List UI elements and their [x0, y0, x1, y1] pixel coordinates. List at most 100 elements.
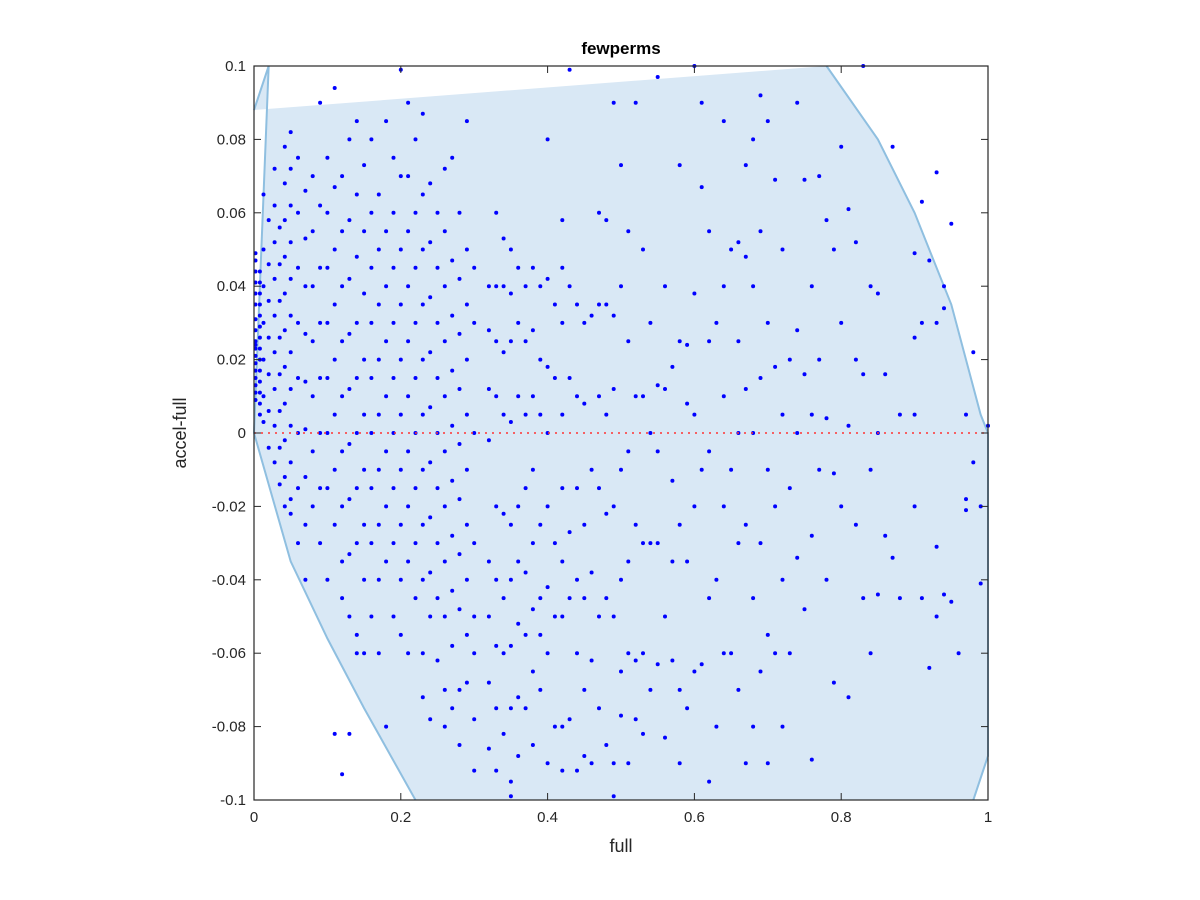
- data-point: [428, 614, 433, 619]
- data-point: [538, 632, 543, 637]
- data-point: [523, 412, 528, 417]
- x-tick-label: 1: [984, 809, 992, 826]
- data-point: [765, 761, 770, 766]
- data-point: [303, 284, 308, 289]
- data-point: [964, 497, 968, 502]
- data-point: [310, 504, 315, 509]
- data-point: [707, 779, 712, 784]
- data-point: [567, 376, 572, 380]
- data-point: [560, 320, 565, 325]
- data-point: [743, 387, 748, 391]
- data-point: [406, 504, 411, 509]
- data-point: [919, 596, 924, 601]
- data-point: [978, 581, 983, 586]
- data-point: [560, 486, 565, 491]
- data-point: [538, 596, 543, 601]
- data-point: [288, 313, 293, 318]
- data-point: [435, 320, 440, 325]
- data-point: [883, 372, 888, 377]
- data-point: [257, 313, 262, 318]
- data-point: [787, 486, 792, 491]
- data-point: [633, 522, 638, 527]
- data-point: [384, 394, 389, 399]
- data-point: [494, 504, 499, 509]
- data-point: [494, 643, 499, 648]
- data-point: [428, 570, 433, 575]
- data-point: [486, 614, 491, 619]
- data-point: [369, 486, 374, 491]
- data-point: [398, 247, 403, 252]
- data-point: [707, 339, 712, 344]
- data-point: [648, 541, 653, 546]
- y-tick-label: 0.06: [217, 205, 246, 222]
- data-point: [516, 621, 521, 626]
- data-point: [376, 412, 381, 417]
- data-point: [347, 731, 352, 736]
- data-point: [398, 632, 403, 637]
- data-point: [257, 379, 262, 384]
- data-point: [303, 236, 308, 241]
- data-point: [552, 541, 557, 546]
- data-point: [420, 302, 425, 307]
- data-point: [633, 394, 638, 399]
- data-point: [604, 511, 609, 516]
- data-point: [288, 130, 293, 135]
- data-point: [310, 174, 315, 179]
- data-point: [257, 302, 262, 307]
- data-point: [508, 420, 513, 424]
- data-point: [897, 596, 902, 601]
- data-point: [641, 541, 645, 546]
- data-point: [413, 265, 418, 270]
- data-point: [486, 680, 491, 685]
- data-point: [413, 376, 418, 380]
- data-point: [494, 768, 499, 773]
- data-point: [486, 559, 491, 564]
- data-point: [391, 431, 396, 435]
- data-point: [457, 552, 462, 557]
- data-point: [325, 210, 330, 215]
- data-point: [420, 111, 425, 116]
- data-point: [282, 328, 287, 333]
- data-point: [743, 163, 748, 168]
- data-point: [420, 577, 425, 582]
- data-point: [261, 320, 266, 325]
- data-point: [288, 276, 293, 281]
- data-point: [751, 284, 756, 289]
- data-point: [435, 210, 440, 215]
- data-point: [582, 522, 587, 527]
- data-point: [332, 247, 337, 252]
- data-point: [670, 559, 675, 564]
- data-point: [332, 86, 337, 90]
- data-point: [501, 511, 506, 516]
- data-point: [354, 541, 359, 546]
- data-point: [787, 651, 792, 656]
- data-point: [318, 265, 323, 270]
- data-point: [332, 412, 337, 417]
- data-point: [303, 475, 308, 479]
- data-point: [310, 449, 315, 454]
- data-point: [347, 218, 352, 223]
- data-point: [663, 614, 667, 619]
- data-point: [582, 401, 587, 406]
- data-point: [714, 577, 719, 582]
- data-point: [597, 394, 601, 399]
- data-point: [266, 335, 271, 340]
- data-point: [692, 669, 697, 674]
- data-point: [846, 207, 851, 212]
- data-point: [494, 394, 499, 399]
- data-point: [501, 412, 506, 417]
- data-point: [626, 761, 631, 766]
- data-point: [729, 467, 734, 472]
- data-point: [442, 166, 447, 171]
- data-point: [773, 504, 778, 509]
- data-point: [282, 438, 287, 443]
- data-point: [494, 210, 499, 215]
- data-point: [685, 401, 690, 406]
- data-point: [604, 412, 609, 417]
- data-point: [362, 357, 367, 362]
- data-point: [332, 185, 337, 190]
- data-point: [420, 192, 425, 197]
- data-point: [450, 313, 455, 318]
- data-point: [376, 357, 381, 362]
- data-point: [428, 240, 433, 245]
